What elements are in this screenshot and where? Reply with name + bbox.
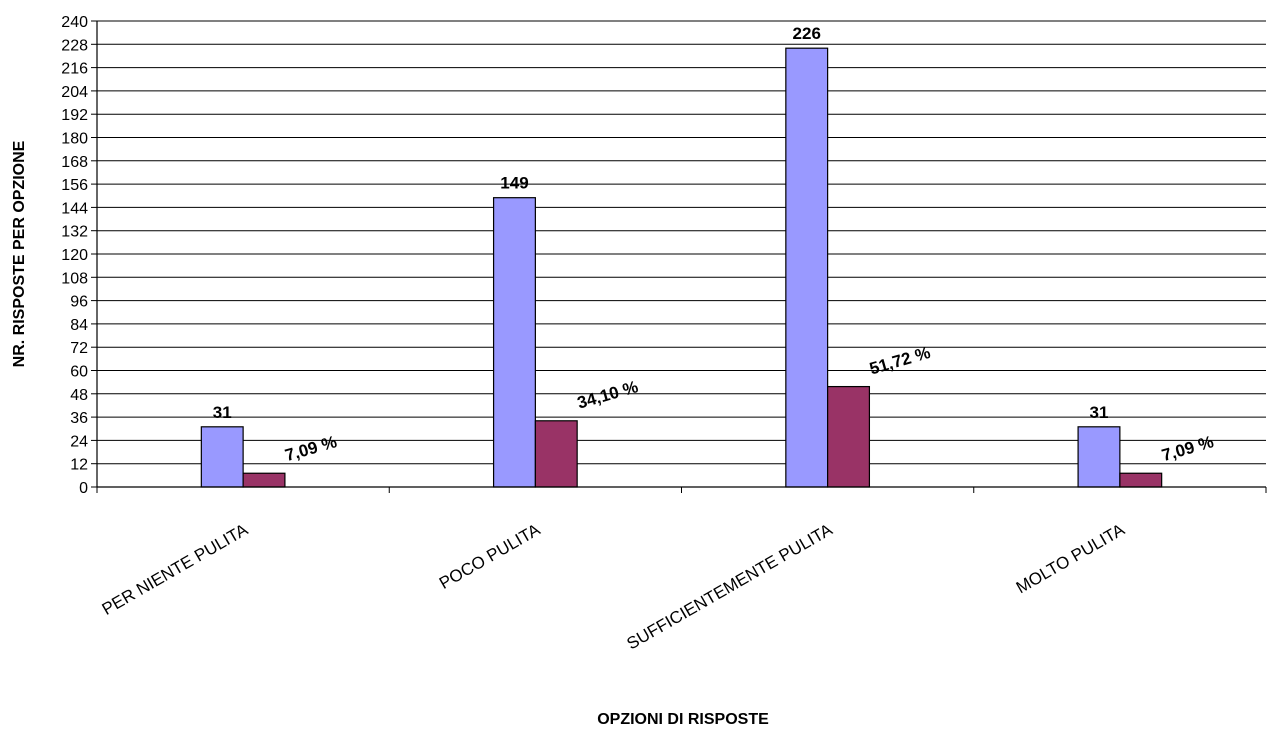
y-tick-label: 36 <box>70 410 88 427</box>
data-label: 7,09 % <box>283 432 339 465</box>
x-tick-label: POCO PULITA <box>436 520 544 593</box>
y-tick-label: 60 <box>70 364 88 381</box>
y-tick-label: 156 <box>61 177 88 194</box>
y-tick-label: 120 <box>61 247 88 264</box>
bar <box>534 420 578 488</box>
y-tick-label: 168 <box>61 154 88 171</box>
y-tick-label: 108 <box>61 270 88 287</box>
y-tick-label: 72 <box>70 340 88 357</box>
x-axis-title: OPZIONI DI RISPOSTE <box>597 711 769 728</box>
y-tick-label: 216 <box>61 61 88 78</box>
bar <box>785 47 829 488</box>
y-tick-label: 84 <box>70 317 88 334</box>
y-tick-label: 240 <box>61 14 88 31</box>
bar <box>1119 472 1163 488</box>
bar <box>242 472 286 488</box>
data-label: 31 <box>1090 403 1109 422</box>
x-tick-labels: PER NIENTE PULITA POCO PULITA SUFFICIENTEM… <box>99 520 1129 654</box>
y-tick-label: 204 <box>61 84 88 101</box>
axes <box>91 20 1267 493</box>
data-label: 34,10 % <box>575 377 640 412</box>
bar <box>827 385 871 488</box>
y-axis-title: NR. RISPOSTE PER OPZIONE <box>11 140 28 367</box>
y-tick-label: 144 <box>61 200 88 217</box>
data-label: 7,09 % <box>1160 432 1216 465</box>
y-tick-label: 180 <box>61 131 88 148</box>
data-label: 31 <box>213 403 232 422</box>
y-tick-label: 192 <box>61 107 88 124</box>
x-tick-label: SUFFICIENTEMENTE PULITA <box>624 520 837 654</box>
x-tick-label: MOLTO PULITA <box>1013 520 1129 598</box>
y-tick-label: 228 <box>61 37 88 54</box>
bar <box>1077 426 1121 488</box>
y-tick-label: 48 <box>70 387 88 404</box>
bar <box>200 426 244 488</box>
x-tick-label: PER NIENTE PULITA <box>99 520 252 619</box>
y-tick-label: 132 <box>61 224 88 241</box>
data-labels: 31 7,09 % 149 34,10 % 226 51,72 % 31 7,09 % <box>213 24 1216 465</box>
data-label: 149 <box>500 174 528 193</box>
y-tick-labels: 0 12 24 36 48 60 72 84 96 108 120 132 144 156 168 180 19… <box>61 14 88 497</box>
y-tick-label: 0 <box>79 480 88 497</box>
bars <box>200 47 1163 488</box>
y-tick-label: 24 <box>70 433 88 450</box>
data-label: 226 <box>793 24 821 43</box>
bar <box>492 197 536 488</box>
gridlines <box>97 20 1266 465</box>
data-label: 51,72 % <box>867 343 932 378</box>
y-tick-label: 12 <box>70 457 88 474</box>
y-tick-label: 96 <box>70 294 88 311</box>
